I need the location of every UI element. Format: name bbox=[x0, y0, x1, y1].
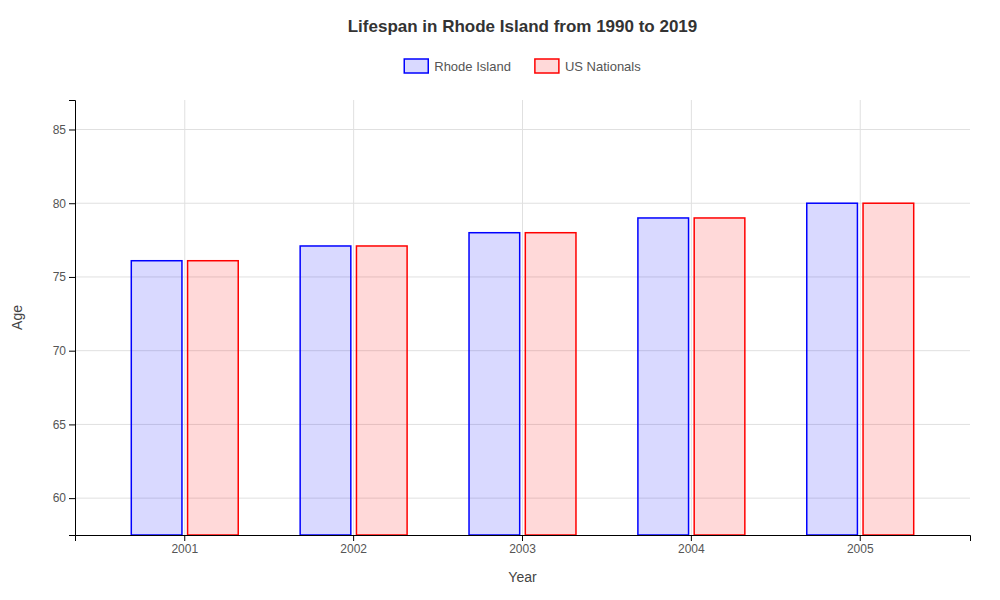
y-tick: 85 bbox=[53, 123, 75, 137]
x-tick: 2001 bbox=[171, 535, 198, 556]
title: Lifespan in Rhode Island from 1990 to 20… bbox=[348, 17, 698, 36]
y-axis-title: Age bbox=[9, 305, 25, 330]
bar-series bbox=[188, 203, 914, 535]
x-tick: 2005 bbox=[847, 535, 874, 556]
x-tick-mark bbox=[184, 535, 185, 541]
y-axis: 60 65 70 75 80 85 bbox=[53, 101, 76, 536]
grid bbox=[75, 100, 970, 535]
y-tick: 70 bbox=[53, 344, 75, 358]
x-tick-label: 2001 bbox=[171, 542, 198, 556]
bars bbox=[131, 203, 913, 535]
y-tick-label: 70 bbox=[53, 344, 67, 358]
y-tick-mark bbox=[69, 203, 75, 204]
y-tick-label: 65 bbox=[53, 418, 67, 432]
bar bbox=[863, 203, 914, 535]
x-tick-mark bbox=[522, 535, 523, 541]
bar bbox=[638, 218, 689, 535]
x-grid-line bbox=[860, 100, 861, 535]
y-tick-mark bbox=[69, 424, 75, 425]
x-axis-title: Year bbox=[508, 569, 537, 585]
x-tick-label: 2004 bbox=[678, 542, 705, 556]
bar bbox=[188, 261, 239, 535]
bar bbox=[525, 233, 576, 535]
bar bbox=[694, 218, 745, 535]
y-axis-line bbox=[69, 101, 76, 536]
x-axis-line bbox=[76, 536, 971, 542]
legend-label: US Nationals bbox=[565, 59, 641, 74]
x-tick: 2003 bbox=[509, 535, 536, 556]
x-tick-mark bbox=[691, 535, 692, 541]
y-tick-mark bbox=[69, 351, 75, 352]
x-tick-mark bbox=[860, 535, 861, 541]
bar bbox=[300, 246, 351, 535]
y-tick-label: 60 bbox=[53, 491, 67, 505]
bar bbox=[469, 233, 520, 535]
x-grid-line bbox=[353, 100, 354, 535]
x-axis: 2001 2002 2003 2004 2005 bbox=[76, 535, 971, 556]
x-grid-line bbox=[184, 100, 185, 535]
bar bbox=[356, 246, 407, 535]
y-tick-mark bbox=[69, 498, 75, 499]
y-tick-label: 75 bbox=[53, 270, 67, 284]
x-tick-label: 2003 bbox=[509, 542, 536, 556]
legend: Rhode Island US Nationals bbox=[404, 59, 641, 74]
y-tick-mark bbox=[69, 277, 75, 278]
legend-swatch bbox=[535, 59, 559, 73]
legend-swatch bbox=[404, 59, 428, 73]
y-tick-label: 85 bbox=[53, 123, 67, 137]
y-tick: 60 bbox=[53, 491, 75, 505]
y-tick: 80 bbox=[53, 197, 75, 211]
y-tick-label: 80 bbox=[53, 197, 67, 211]
bar bbox=[131, 261, 182, 535]
x-tick: 2004 bbox=[678, 535, 705, 556]
bar bbox=[807, 203, 858, 535]
legend-item: US Nationals bbox=[535, 59, 641, 74]
chart: 2001 2002 2003 2004 2005 60 65 70 75 80 85 Year Age L… bbox=[0, 0, 1000, 600]
x-tick-label: 2002 bbox=[340, 542, 367, 556]
plot: 2001 2002 2003 2004 2005 60 65 70 75 80 85 bbox=[53, 100, 971, 556]
y-tick: 75 bbox=[53, 270, 75, 284]
legend-item: Rhode Island bbox=[404, 59, 511, 74]
x-tick-label: 2005 bbox=[847, 542, 874, 556]
x-grid-line bbox=[691, 100, 692, 535]
legend-label: Rhode Island bbox=[434, 59, 511, 74]
y-tick-mark bbox=[69, 129, 75, 130]
y-tick: 65 bbox=[53, 418, 75, 432]
x-grid-line bbox=[522, 100, 523, 535]
x-tick-mark bbox=[353, 535, 354, 541]
bar-series bbox=[131, 203, 857, 535]
x-tick: 2002 bbox=[340, 535, 367, 556]
